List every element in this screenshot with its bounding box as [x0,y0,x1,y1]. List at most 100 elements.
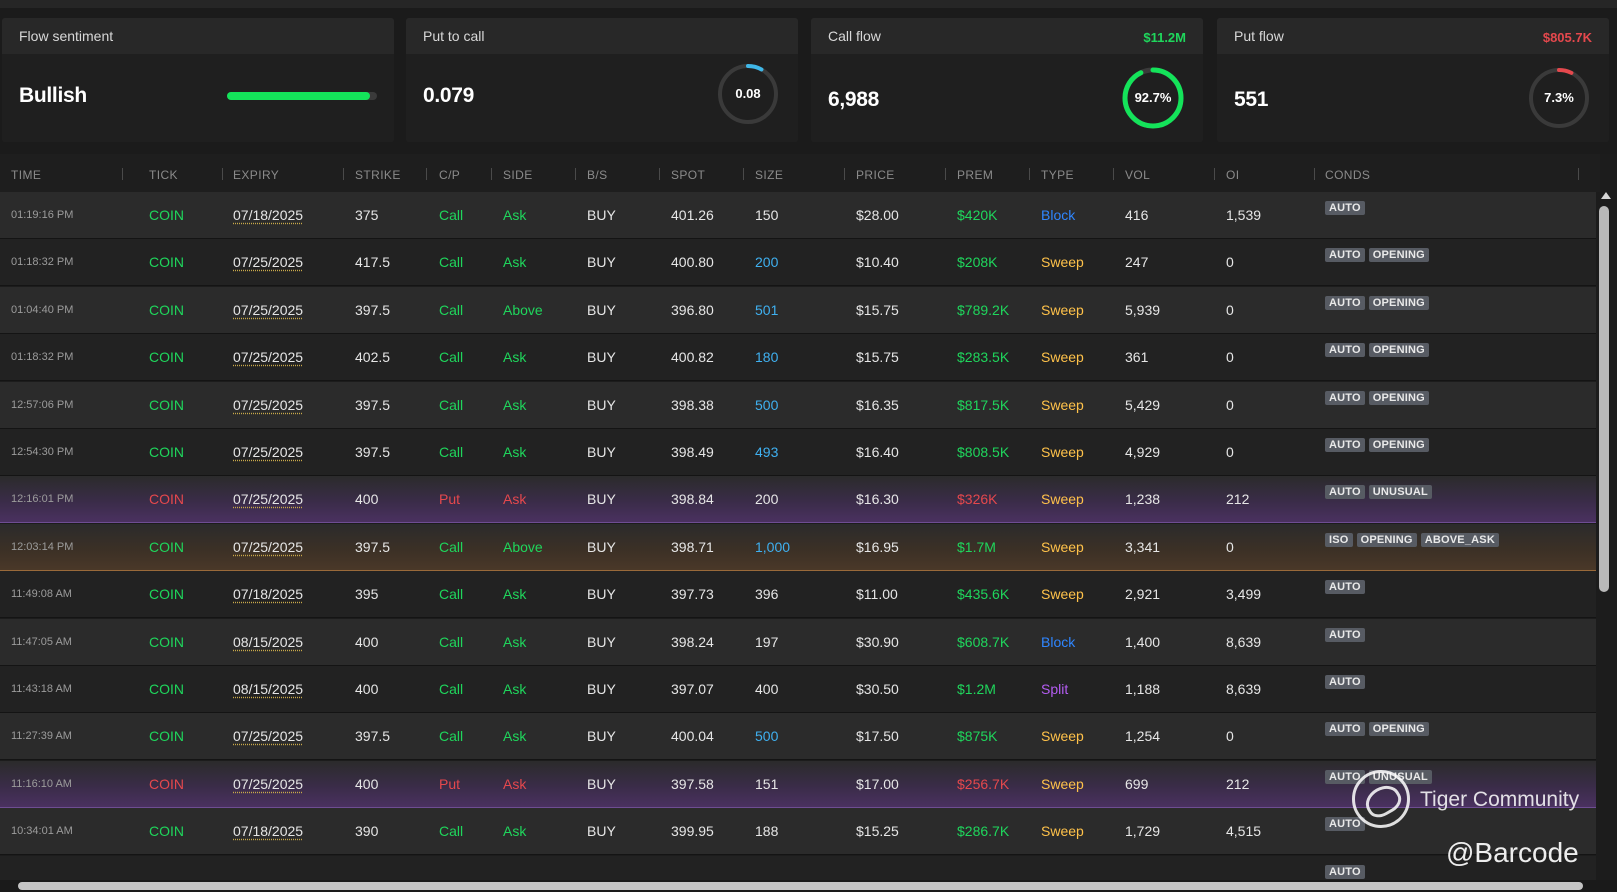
cell-tick: COIN [149,207,184,223]
table-row[interactable]: 12:54:30 PM COIN 07/25/2025 397.5 Call Ask BUY… [0,429,1596,476]
horizontal-scrollbar[interactable] [0,880,1617,892]
column-resize-handle[interactable] [1314,168,1315,180]
column-header-price[interactable]: PRICE [856,168,895,182]
cell-expiry[interactable]: 08/15/2025 [233,681,304,697]
column-header-type[interactable]: TYPE [1041,168,1074,182]
table-row[interactable]: 01:18:32 PM COIN 07/25/2025 417.5 Call Ask BUY… [0,239,1596,286]
column-resize-handle[interactable] [122,168,123,180]
cell-expiry[interactable]: 08/15/2025 [233,634,304,650]
column-header-time[interactable]: TIME [11,168,42,182]
cell-bs: BUY [587,634,616,650]
column-header-spot[interactable]: SPOT [671,168,706,182]
column-header-conds[interactable]: CONDS [1325,168,1371,182]
cell-time: 12:57:06 PM [11,399,74,411]
cell-expiry[interactable]: 07/18/2025 [233,586,304,602]
column-header-prem[interactable]: PREM [957,168,994,182]
table-row[interactable]: 01:18:32 PM COIN 07/25/2025 402.5 Call Ask BUY… [0,334,1596,381]
column-resize-handle[interactable] [1214,168,1215,180]
table-row[interactable]: 11:47:05 AM COIN 08/15/2025 400 Call Ask BUY 39… [0,619,1596,666]
cell-tick: COIN [149,349,184,365]
cell-side: Ask [503,349,527,365]
cell-conds: AUTO [1325,201,1365,215]
column-resize-handle[interactable] [1578,168,1579,180]
cell-bs: BUY [587,776,616,792]
cell-prem: $256.7K [957,776,1010,792]
cell-expiry[interactable]: 07/25/2025 [233,776,304,792]
cell-expiry[interactable]: 07/25/2025 [233,302,304,318]
column-resize-handle[interactable] [743,168,744,180]
table-row[interactable]: 12:03:14 PM COIN 07/25/2025 397.5 Call Above B… [0,524,1596,571]
card-body: 0.079 0.08 [406,54,798,142]
cell-expiry[interactable]: 07/18/2025 [233,207,304,223]
column-resize-handle[interactable] [575,168,576,180]
cell-type: Sweep [1041,349,1084,365]
table-row[interactable]: 10:34:01 AM COIN 07/18/2025 390 Call Ask BUY 39… [0,808,1596,855]
column-header-side[interactable]: SIDE [503,168,533,182]
cell-conds: AUTO [1325,865,1365,879]
column-resize-handle[interactable] [945,168,946,180]
cell-conds: AUTO OPENING [1325,722,1429,736]
cell-time: 01:18:32 PM [11,351,74,363]
column-header-c-p[interactable]: C/P [439,168,461,182]
call-flow-premium: $11.2M [1143,30,1186,45]
table-row[interactable]: AUTO [0,856,1596,882]
column-resize-handle[interactable] [343,168,344,180]
cell-cp: Call [439,539,464,555]
cell-expiry[interactable]: 07/25/2025 [233,397,304,413]
cell-oi: 3,499 [1226,586,1262,602]
card-header: Put to call [406,18,798,54]
cell-time: 01:04:40 PM [11,304,74,316]
cell-spot: 397.58 [671,776,714,792]
vertical-scrollbar[interactable] [1597,192,1615,882]
put-flow-ring: 7.3% [1527,66,1591,130]
cell-side: Ask [503,823,527,839]
column-resize-handle[interactable] [1029,168,1030,180]
column-header-expiry[interactable]: EXPIRY [233,168,280,182]
cell-price: $10.40 [856,254,899,270]
column-header-oi[interactable]: OI [1226,168,1240,182]
column-header-vol[interactable]: VOL [1125,168,1151,182]
column-resize-handle[interactable] [659,168,660,180]
column-resize-handle[interactable] [1113,168,1114,180]
tiger-logo-icon [1352,770,1410,828]
column-resize-handle[interactable] [426,168,427,180]
cell-expiry[interactable]: 07/25/2025 [233,539,304,555]
put-to-call-value: 0.079 [423,84,475,107]
cell-conds: AUTO UNUSUAL [1325,485,1432,499]
cell-spot: 397.73 [671,586,714,602]
card-body: 6,988 92.7% [811,54,1203,142]
cell-price: $30.90 [856,634,899,650]
cell-vol: 247 [1125,254,1149,270]
column-header-size[interactable]: SIZE [755,168,784,182]
table-row[interactable]: 01:19:16 PM COIN 07/18/2025 375 Call Ask BUY 40… [0,192,1596,239]
cell-size: 180 [755,349,779,365]
cell-type: Block [1041,634,1076,650]
cell-price: $16.40 [856,444,899,460]
cell-type: Sweep [1041,586,1084,602]
column-resize-handle[interactable] [844,168,845,180]
cell-expiry[interactable]: 07/25/2025 [233,444,304,460]
column-header-tick[interactable]: TICK [149,168,178,182]
table-row[interactable]: 01:04:40 PM COIN 07/25/2025 397.5 Call Above B… [0,287,1596,334]
horizontal-scroll-thumb[interactable] [18,882,1583,890]
cell-expiry[interactable]: 07/18/2025 [233,823,304,839]
column-header-b-s[interactable]: B/S [587,168,608,182]
cell-expiry[interactable]: 07/25/2025 [233,728,304,744]
table-row[interactable]: 11:49:08 AM COIN 07/18/2025 395 Call Ask BUY 39… [0,571,1596,618]
cell-expiry[interactable]: 07/25/2025 [233,254,304,270]
table-row[interactable]: 12:16:01 PM COIN 07/25/2025 400 Put Ask BUY 398… [0,476,1596,523]
column-resize-handle[interactable] [222,168,223,180]
vertical-scroll-thumb[interactable] [1599,206,1609,592]
condition-tag: AUTO [1325,391,1365,405]
column-resize-handle[interactable] [491,168,492,180]
call-flow-ring: 92.7% [1121,66,1185,130]
table-row[interactable]: 11:43:18 AM COIN 08/15/2025 400 Call Ask BUY 39… [0,666,1596,713]
cell-bs: BUY [587,823,616,839]
scroll-up-arrow-icon[interactable] [1601,192,1611,199]
table-row[interactable]: 12:57:06 PM COIN 07/25/2025 397.5 Call Ask BUY… [0,382,1596,429]
cell-expiry[interactable]: 07/25/2025 [233,491,304,507]
table-row[interactable]: 11:27:39 AM COIN 07/25/2025 397.5 Call Ask BUY… [0,713,1596,760]
column-header-strike[interactable]: STRIKE [355,168,401,182]
cell-expiry[interactable]: 07/25/2025 [233,349,304,365]
cell-tick: COIN [149,491,184,507]
